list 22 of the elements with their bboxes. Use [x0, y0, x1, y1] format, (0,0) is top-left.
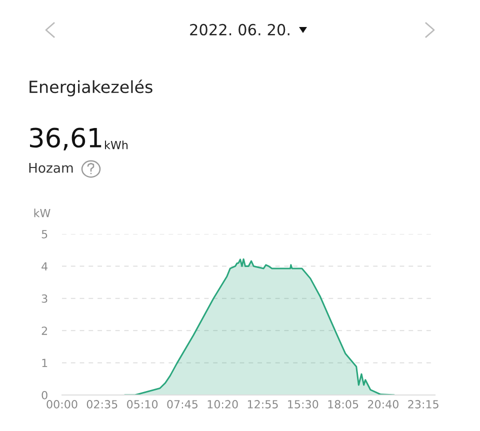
x-tick-label: 10:20 — [208, 400, 238, 408]
x-tick-label: 02:35 — [86, 400, 118, 408]
text: kWh — [105, 140, 128, 150]
text: 36,61 — [30, 128, 102, 150]
chart-subtitle: Energiakezelés — [30, 80, 152, 96]
x-tick-label: 07:45 — [167, 400, 198, 408]
y-tick-label: 2 — [42, 326, 47, 335]
x-tick-label: 18:05 — [328, 400, 358, 408]
x-tick-label: 23:15 — [408, 400, 438, 408]
x-tick-label: 05:10 — [127, 400, 158, 408]
y-axis-title: kW — [34, 208, 50, 218]
x-tick-label: 15:30 — [288, 400, 318, 408]
y-tick-label: 5 — [42, 230, 48, 238]
text: Hozam — [29, 163, 73, 173]
y-tick-label: 1 — [42, 358, 48, 368]
chart-title: 2022. 06. 20. — [190, 24, 290, 36]
x-tick-label: 20:40 — [368, 400, 398, 408]
y-tick-label: 3 — [42, 294, 48, 303]
x-tick-label: 00:00 — [46, 400, 78, 408]
y-tick-label: 4 — [42, 262, 48, 270]
y-tick-label: 0 — [42, 390, 48, 400]
x-tick-label: 12:55 — [248, 400, 278, 408]
